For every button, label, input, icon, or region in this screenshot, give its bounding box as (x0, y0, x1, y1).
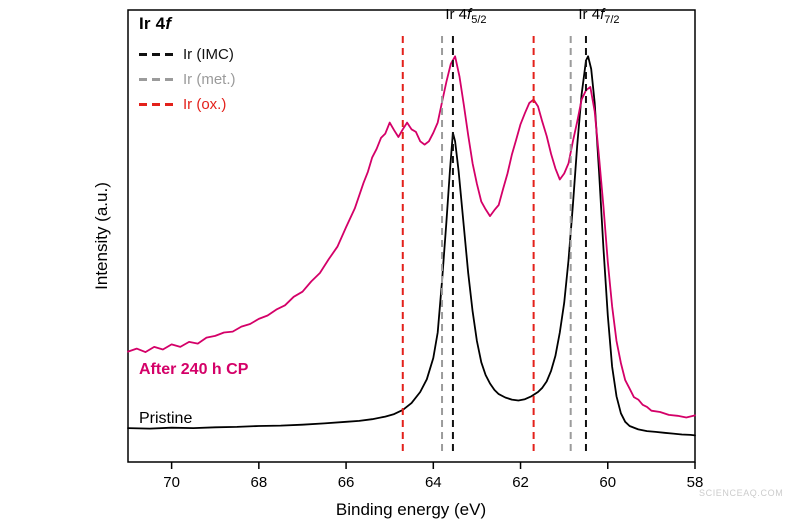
svg-text:62: 62 (512, 474, 529, 491)
legend-label: Ir (ox.) (183, 96, 227, 113)
y-axis-title: Intensity (a.u.) (92, 182, 111, 290)
x-axis-title: Binding energy (eV) (335, 500, 487, 519)
legend: Ir 4f Ir (IMC) Ir (met.) Ir (ox.) (139, 14, 236, 117)
peak-annotation-4f7-2: Ir 4f7/2 (578, 6, 620, 26)
svg-text:60: 60 (599, 474, 616, 491)
dashed-line-swatch-ox (139, 103, 173, 106)
svg-text:70: 70 (163, 474, 180, 491)
svg-text:64: 64 (425, 474, 442, 491)
legend-item-ir-imc: Ir (IMC) (139, 42, 236, 67)
series-label-pristine: Pristine (139, 410, 193, 427)
legend-item-ir-ox: Ir (ox.) (139, 92, 236, 117)
page-title: Ir 4f (139, 14, 172, 33)
legend-label: Ir (IMC) (183, 46, 234, 63)
svg-text:66: 66 (338, 474, 355, 491)
legend-label: Ir (met.) (183, 71, 236, 88)
peak-annotation-4f5-2: Ir 4f5/2 (445, 6, 487, 26)
dashed-line-swatch-met (139, 78, 173, 81)
svg-text:68: 68 (251, 474, 268, 491)
legend-item-ir-met: Ir (met.) (139, 67, 236, 92)
dashed-line-swatch-imc (139, 53, 173, 56)
series-label-after-240h-cp: After 240 h CP (139, 361, 249, 378)
watermark: SCIENCEAQ.COM (699, 488, 784, 498)
svg-text:58: 58 (687, 474, 704, 491)
